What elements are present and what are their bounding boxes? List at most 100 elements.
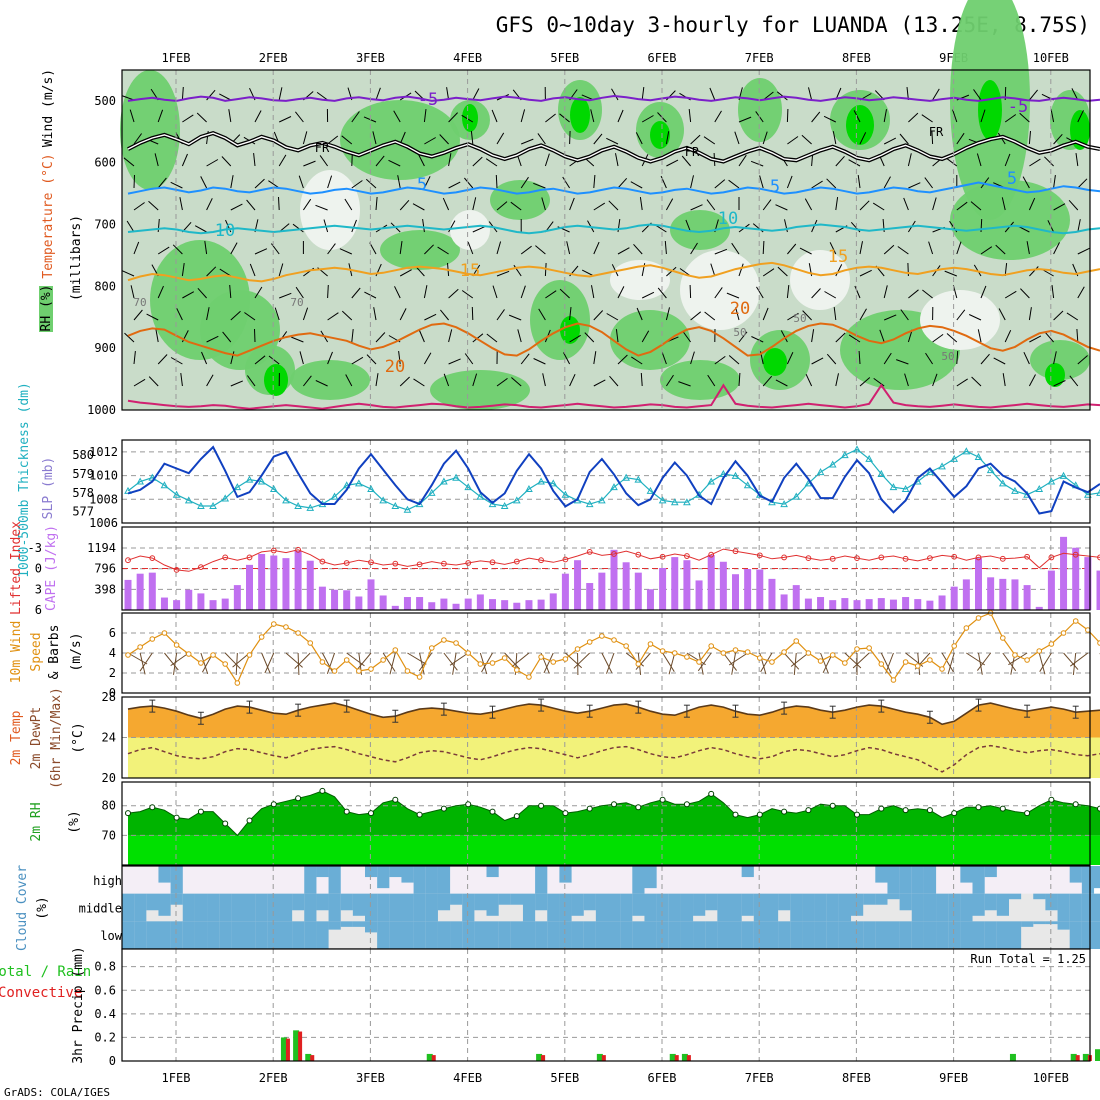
- wind-barb: [690, 134, 701, 145]
- wind-speed-point: [222, 661, 228, 667]
- cape-bar: [975, 558, 982, 610]
- thickness-point: [658, 496, 667, 504]
- wind-barb: [254, 248, 268, 255]
- precip-total-bar: [536, 1053, 543, 1061]
- wind-barb: [593, 174, 596, 189]
- lifted-index-point: [927, 555, 933, 562]
- cloud-middle-bar: [122, 893, 135, 922]
- surface-barb: [389, 652, 396, 675]
- wind-barb: [956, 241, 962, 255]
- cape-bar: [1096, 570, 1100, 610]
- wind-barb: [521, 138, 534, 145]
- cape-bar: [464, 598, 472, 610]
- wind-barb: [903, 197, 909, 211]
- thickness-point: [841, 451, 849, 459]
- cloud-low-bar: [863, 921, 876, 949]
- thickness-point: [160, 481, 169, 489]
- cloud-middle-bar: [911, 893, 924, 922]
- thickness-tick-label: 579: [72, 467, 94, 481]
- cloud-middle-bar: [948, 893, 961, 922]
- contour-label: FR: [929, 125, 944, 139]
- wind-barb: [980, 246, 993, 255]
- wind-speed-point: [453, 640, 459, 646]
- wind-barb: [593, 310, 604, 321]
- dewpt-area: [128, 737, 1100, 778]
- cape-bar: [403, 597, 411, 610]
- cloud-low-bar: [122, 921, 135, 949]
- cloud-low-bar: [243, 921, 256, 949]
- wind-barb: [762, 240, 765, 255]
- cloud-middle-bar: [292, 893, 305, 911]
- wind-barb: [448, 358, 461, 365]
- precip-total-bar: [596, 1053, 603, 1061]
- wind-barb: [932, 373, 938, 387]
- wind-barb: [946, 333, 958, 343]
- lifted-index-point: [465, 560, 472, 566]
- wind-barb: [993, 357, 1006, 365]
- wind-barb: [124, 332, 135, 343]
- temp-tick-label: 20: [102, 771, 116, 785]
- upper-air-gridlines: [175, 70, 1052, 410]
- wind-barb: [496, 270, 510, 277]
- wind-barb: [1077, 110, 1084, 123]
- rh-70-area: [490, 180, 550, 220]
- cloud-low-bar: [401, 921, 414, 949]
- cloud-low-bar: [644, 921, 657, 949]
- wind-barb: [230, 203, 243, 211]
- rh-tick-label: 80: [102, 799, 116, 813]
- wind-barb: [471, 306, 474, 321]
- surface-barb: [511, 652, 530, 668]
- wind-speed-point: [295, 630, 301, 636]
- cloud-low-bar: [632, 921, 645, 949]
- wind-speed-point: [647, 641, 654, 647]
- wind-barb: [932, 197, 937, 211]
- cape-bar: [221, 598, 229, 610]
- cloud-low-bar: [911, 921, 924, 949]
- cloud-high-bar: [377, 866, 390, 889]
- cloud-middle-bar: [510, 893, 523, 905]
- thickness-point: [355, 479, 363, 487]
- wind-barb: [399, 308, 407, 321]
- cloud-middle-bar: [146, 893, 159, 911]
- wind-barb: [133, 309, 143, 321]
- surface-barb: [200, 652, 209, 675]
- wind-barb: [681, 155, 691, 167]
- wind-barb: [230, 351, 235, 365]
- wind-barb: [804, 198, 813, 211]
- cape-bar: [306, 560, 314, 610]
- wind-barb: [196, 112, 207, 123]
- wind-barb: [640, 372, 643, 387]
- lifted-index-point: [1024, 553, 1030, 560]
- wind-speed-point: [878, 661, 885, 667]
- surface-barb: [820, 652, 829, 674]
- cloud-axis-label-1: Cloud Cover: [15, 865, 30, 951]
- surface-barb: [297, 652, 300, 676]
- cloud-low-bar: [279, 921, 293, 949]
- wind-speed-point: [684, 654, 690, 660]
- precip-convective-bar: [686, 1055, 691, 1061]
- lifted-index-point: [441, 560, 447, 567]
- temp2m-line: [127, 702, 1100, 726]
- wind-barb: [206, 159, 219, 167]
- wind-barb: [181, 86, 184, 101]
- cloud-middle-bar: [535, 893, 548, 911]
- wind-barb: [678, 381, 691, 387]
- thickness-point: [585, 500, 594, 508]
- precip-total-bar: [669, 1053, 676, 1061]
- wind-barb: [615, 329, 619, 343]
- wind-barb: [327, 284, 329, 299]
- wind-barb: [617, 354, 628, 365]
- cloud-low-bar: [340, 921, 353, 927]
- wind-barb: [666, 159, 679, 167]
- li-tick-label: 0: [35, 562, 42, 576]
- cloud-high-bar: [1069, 866, 1082, 883]
- lifted-index-point: [854, 555, 860, 562]
- wind-barb: [968, 314, 982, 321]
- wind-axis-label-2: Speed: [29, 632, 44, 671]
- top-day-label: 2FEB: [259, 51, 288, 65]
- wind-barb: [641, 330, 650, 343]
- surface-wind-barbs: [127, 652, 1100, 676]
- wind-barb: [1053, 242, 1060, 255]
- wind-barb: [176, 308, 183, 321]
